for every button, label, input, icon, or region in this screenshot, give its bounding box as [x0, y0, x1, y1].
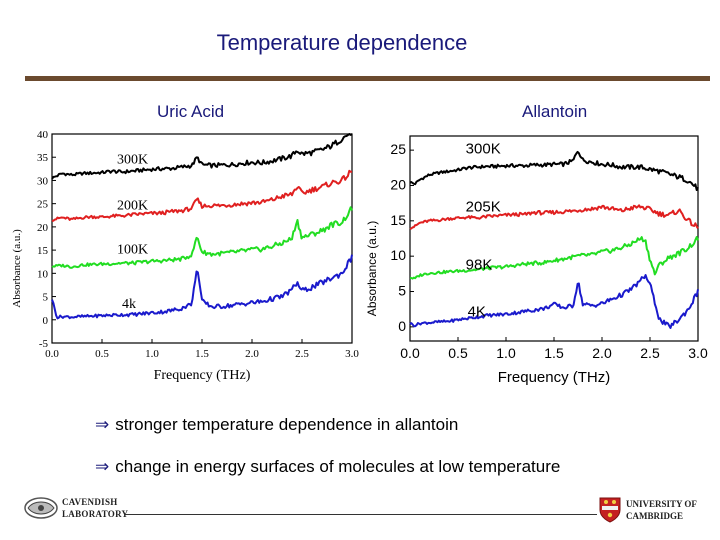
y-tick-label: 15: [37, 245, 49, 257]
y-tick-label: 25: [37, 199, 49, 211]
cavendish-emblem-icon: [24, 497, 58, 519]
y-tick-label: 5: [398, 283, 406, 299]
x-tick-label: 1.0: [145, 348, 159, 360]
bullet-2-text: change in energy surfaces of molecules a…: [115, 457, 561, 476]
x-tick-label: 2.5: [640, 345, 660, 361]
y-tick-label: 40: [37, 129, 49, 141]
plot-frame: [51, 133, 353, 344]
y-tick-label: 0: [43, 315, 49, 327]
x-tick-label: 2.0: [592, 345, 612, 361]
series-line: [409, 150, 699, 191]
x-tick-label: 1.5: [195, 348, 209, 360]
x-tick-label: 3.0: [688, 345, 708, 361]
series-label: 205K: [466, 199, 501, 216]
uric-acid-title: Uric Acid: [157, 102, 225, 121]
title-rule: [25, 76, 710, 81]
series-line: [409, 236, 699, 280]
series-line: [409, 204, 699, 230]
x-axis-label: Frequency (THz): [154, 368, 251, 383]
series-label: 4K: [468, 303, 486, 320]
uric-acid-chart: -5 0 5 10 15 20 25 30 35 40 0.0 0.5 1.0 1.5 2.0 2.5 3.0 F…: [11, 129, 359, 383]
cavendish-line-1: CAVENDISH: [62, 497, 118, 507]
implies-icon: ⇒: [95, 415, 110, 434]
slide-title: Temperature dependence: [216, 30, 468, 55]
implies-icon: ⇒: [95, 457, 110, 476]
x-tick-label: 1.0: [496, 345, 516, 361]
x-tick-label: 3.0: [345, 348, 359, 360]
series-line: [409, 274, 699, 329]
series-label: 98K: [466, 257, 493, 274]
y-tick-label: -5: [39, 338, 49, 350]
cavendish-logo: CAVENDISH LABORATORY: [22, 494, 129, 524]
x-axis-label: Frequency (THz): [498, 369, 611, 386]
x-tick-label: 2.0: [245, 348, 259, 360]
x-tick-label: 0.5: [448, 345, 468, 361]
y-tick-label: 5: [43, 292, 49, 304]
bullet-2: ⇒ change in energy surfaces of molecules …: [95, 457, 560, 477]
series-label: 100K: [117, 242, 148, 257]
x-tick-label: 2.5: [295, 348, 309, 360]
y-tick-label: 15: [390, 212, 406, 228]
x-tick-label: 0.5: [95, 348, 109, 360]
x-tick-label: 0.0: [400, 345, 420, 361]
y-tick-label: 0: [398, 318, 406, 334]
plot-frame: [409, 135, 699, 342]
series-line: [51, 169, 353, 223]
series-label: 4k: [122, 297, 136, 312]
cambridge-line-2: CAMBRIDGE: [626, 511, 684, 521]
y-axis-label: Absorbance (a.u.): [365, 221, 379, 316]
y-tick-label: 35: [37, 152, 49, 164]
footer-rule: [125, 514, 597, 515]
series-line: [51, 133, 353, 180]
y-tick-label: 10: [390, 247, 406, 263]
x-tick-label: 1.5: [544, 345, 564, 361]
allantoin-title: Allantoin: [522, 102, 588, 121]
y-tick-label: 25: [390, 141, 406, 157]
series-line: [51, 254, 353, 320]
bullet-1: ⇒ stronger temperature dependence in alla…: [95, 415, 458, 435]
cavendish-line-2: LABORATORY: [62, 509, 129, 519]
cambridge-shield-icon: [599, 497, 621, 523]
y-tick-label: 30: [37, 175, 49, 187]
y-axis-label: Absorbance (a.u.): [11, 229, 23, 308]
y-tick-label: 10: [37, 268, 49, 280]
allantoin-chart: 0 5 10 15 20 25 0.0 0.5 1.0 1.5 2.0 2.5 3.0 Frequency…: [365, 135, 708, 386]
y-tick-label: 20: [37, 222, 49, 234]
series-label: 300K: [117, 152, 148, 167]
series-line: [51, 206, 353, 269]
x-tick-label: 0.0: [45, 348, 59, 360]
series-label: 200K: [117, 199, 148, 214]
bullet-1-text: stronger temperature dependence in allan…: [115, 415, 459, 434]
y-tick-label: 20: [390, 176, 406, 192]
cambridge-line-1: UNIVERSITY OF: [626, 499, 697, 509]
series-label: 300K: [466, 141, 501, 158]
cambridge-logo: UNIVERSITY OF CAMBRIDGE: [598, 496, 708, 526]
